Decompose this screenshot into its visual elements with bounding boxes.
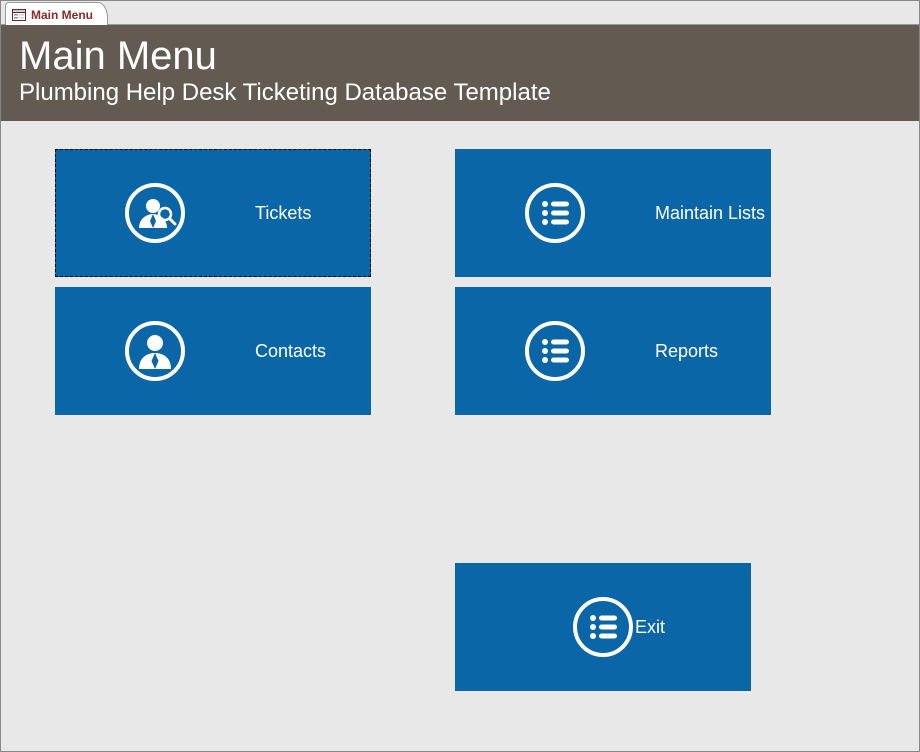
person-search-icon (55, 181, 255, 245)
page-subtitle: Plumbing Help Desk Ticketing Database Te… (19, 79, 901, 107)
tile-label: Maintain Lists (655, 203, 765, 224)
person-icon (55, 319, 255, 383)
tile-label: Reports (655, 341, 718, 362)
list-icon (455, 181, 655, 245)
list-icon (455, 595, 635, 659)
tile-reports[interactable]: Reports (455, 287, 771, 415)
tile-tickets[interactable]: Tickets (55, 149, 371, 277)
tile-label: Tickets (255, 203, 311, 224)
tile-exit[interactable]: Exit (455, 563, 751, 691)
header: Main Menu Plumbing Help Desk Ticketing D… (1, 25, 919, 121)
tab-main-menu[interactable]: Main Menu (5, 2, 108, 25)
form-icon (12, 8, 26, 22)
page-title: Main Menu (19, 35, 901, 77)
tab-bar: Main Menu (1, 1, 919, 25)
tile-label: Contacts (255, 341, 326, 362)
tile-maintain-lists[interactable]: Maintain Lists (455, 149, 771, 277)
list-icon (455, 319, 655, 383)
tab-label: Main Menu (31, 8, 93, 22)
tile-contacts[interactable]: Contacts (55, 287, 371, 415)
tile-label: Exit (635, 617, 665, 638)
